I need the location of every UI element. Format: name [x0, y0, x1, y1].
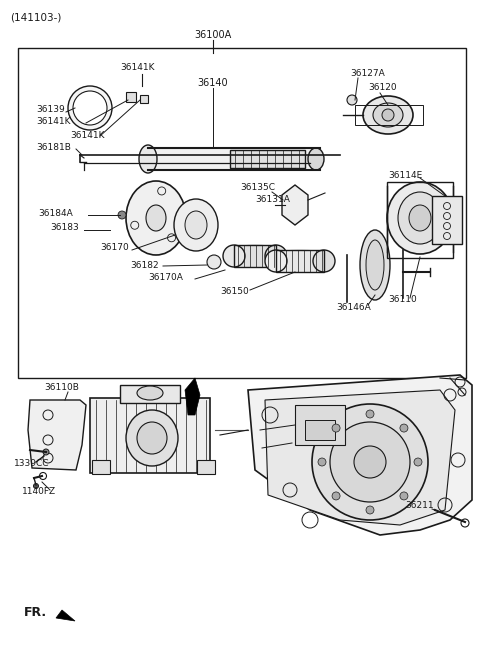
Text: 36211: 36211	[405, 501, 433, 510]
Ellipse shape	[126, 410, 178, 466]
Bar	[148, 148, 320, 170]
Ellipse shape	[265, 245, 287, 267]
Bar	[18, 48, 466, 378]
Bar	[92, 460, 110, 474]
Circle shape	[354, 446, 386, 478]
Text: 36135C: 36135C	[240, 183, 275, 193]
Circle shape	[414, 458, 422, 466]
Text: 36114E: 36114E	[388, 171, 422, 179]
Bar	[140, 95, 148, 103]
Ellipse shape	[274, 249, 326, 271]
Text: 36170: 36170	[100, 244, 129, 252]
Ellipse shape	[409, 205, 431, 231]
Bar	[126, 92, 136, 102]
Circle shape	[118, 211, 126, 219]
Ellipse shape	[373, 103, 403, 127]
Text: (141103-): (141103-)	[10, 13, 61, 23]
Ellipse shape	[366, 240, 384, 290]
Text: 36100A: 36100A	[194, 30, 232, 40]
Bar	[295, 405, 345, 445]
Bar	[197, 460, 215, 474]
Circle shape	[332, 424, 340, 432]
Bar	[355, 105, 423, 125]
Bar	[120, 385, 180, 403]
Text: FR.: FR.	[24, 606, 47, 618]
Text: 36139: 36139	[36, 106, 65, 114]
Circle shape	[332, 492, 340, 500]
Polygon shape	[265, 390, 455, 525]
Bar	[234, 245, 276, 267]
Circle shape	[34, 484, 38, 489]
Text: 36184A: 36184A	[38, 208, 73, 217]
Text: 36183: 36183	[50, 223, 79, 233]
Ellipse shape	[232, 244, 278, 266]
Text: 36170A: 36170A	[148, 273, 183, 283]
Text: 36110: 36110	[388, 296, 417, 304]
Ellipse shape	[265, 250, 287, 272]
Text: 36181B: 36181B	[36, 143, 71, 152]
Text: 1140FZ: 1140FZ	[22, 487, 56, 497]
Bar	[387, 182, 453, 258]
Ellipse shape	[68, 86, 112, 130]
Text: 36182: 36182	[130, 260, 158, 269]
Text: 36141K: 36141K	[36, 118, 71, 127]
Circle shape	[347, 95, 357, 105]
Ellipse shape	[185, 211, 207, 239]
Polygon shape	[248, 375, 472, 535]
Ellipse shape	[139, 145, 157, 173]
Ellipse shape	[174, 199, 218, 251]
Text: 36120: 36120	[368, 83, 396, 93]
Circle shape	[207, 255, 221, 269]
Ellipse shape	[126, 181, 186, 255]
Ellipse shape	[382, 109, 394, 121]
Ellipse shape	[73, 91, 107, 125]
Text: 36141K: 36141K	[70, 131, 105, 139]
Bar	[234, 245, 276, 267]
Text: 36110B: 36110B	[44, 384, 79, 392]
Circle shape	[366, 410, 374, 418]
Polygon shape	[282, 185, 308, 225]
Text: 1339CC: 1339CC	[14, 459, 49, 468]
Bar	[305, 420, 335, 440]
Polygon shape	[56, 610, 75, 621]
Ellipse shape	[137, 422, 167, 454]
Text: 36127A: 36127A	[350, 68, 385, 78]
Circle shape	[312, 404, 428, 520]
Circle shape	[400, 492, 408, 500]
Ellipse shape	[137, 386, 163, 400]
Bar	[276, 250, 324, 272]
Circle shape	[318, 458, 326, 466]
Text: 36146A: 36146A	[336, 302, 371, 311]
Text: 36141K: 36141K	[120, 64, 155, 72]
Text: 36140: 36140	[198, 78, 228, 88]
Bar	[230, 150, 305, 168]
Ellipse shape	[146, 205, 166, 231]
Ellipse shape	[308, 148, 324, 170]
Bar	[432, 196, 462, 244]
Circle shape	[366, 506, 374, 514]
Ellipse shape	[387, 182, 453, 254]
Bar	[276, 250, 324, 272]
Ellipse shape	[360, 230, 390, 300]
Polygon shape	[185, 378, 200, 415]
Text: 36131A: 36131A	[255, 196, 290, 204]
Ellipse shape	[313, 250, 335, 272]
Circle shape	[330, 422, 410, 502]
Circle shape	[400, 424, 408, 432]
Ellipse shape	[398, 192, 442, 244]
Bar	[90, 398, 210, 473]
Ellipse shape	[223, 245, 245, 267]
Text: 36150: 36150	[220, 288, 249, 296]
Circle shape	[43, 449, 49, 455]
Polygon shape	[28, 400, 86, 470]
Ellipse shape	[363, 96, 413, 134]
